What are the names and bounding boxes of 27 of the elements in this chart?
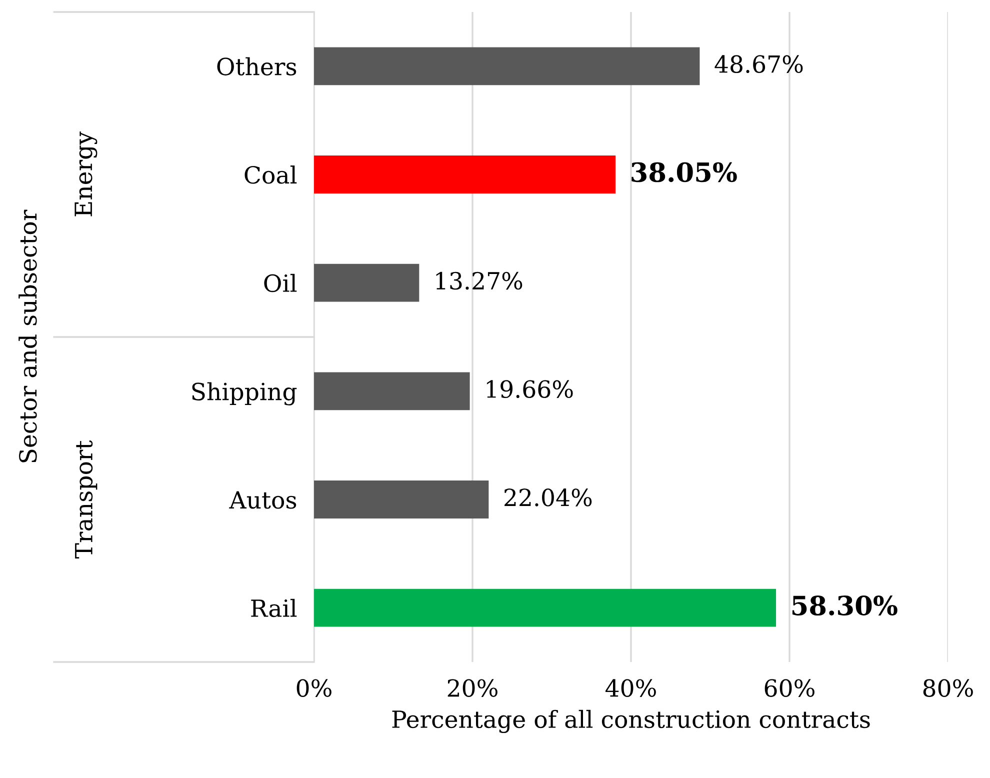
y-tick-label: Others: [217, 57, 296, 76]
bar: [314, 264, 420, 302]
y-tick-label: Coal: [244, 166, 297, 184]
x-tick-label: 20%: [448, 679, 498, 697]
data-label: 22.04%: [504, 488, 592, 506]
x-tick-label: 40%: [605, 679, 656, 697]
text: Energy: [74, 131, 98, 216]
y-tick-label: Autos: [229, 491, 296, 509]
bar: [314, 480, 489, 518]
data-label: 19.66%: [486, 380, 573, 398]
text: Sector and subsector: [18, 210, 37, 462]
x-tick-label: 60%: [764, 679, 814, 697]
x-tick-label: 80%: [923, 679, 973, 697]
x-axis-title: Percentage of all construction contracts: [392, 710, 870, 734]
data-label: 38.05%: [632, 162, 737, 182]
data-label: 58.30%: [792, 596, 898, 616]
y-tick-label: Oil: [264, 274, 297, 292]
data-label: 48.67%: [714, 55, 803, 74]
bar: [314, 47, 700, 86]
y-tick-label: Shipping: [192, 382, 297, 406]
bar: [314, 372, 470, 410]
data-label: 13.27%: [436, 272, 522, 290]
y-tick-label: Rail: [251, 598, 297, 618]
text: Transport: [75, 440, 98, 559]
bar: [314, 156, 616, 194]
bar: [314, 588, 776, 627]
x-tick-label: 0%: [296, 679, 332, 697]
